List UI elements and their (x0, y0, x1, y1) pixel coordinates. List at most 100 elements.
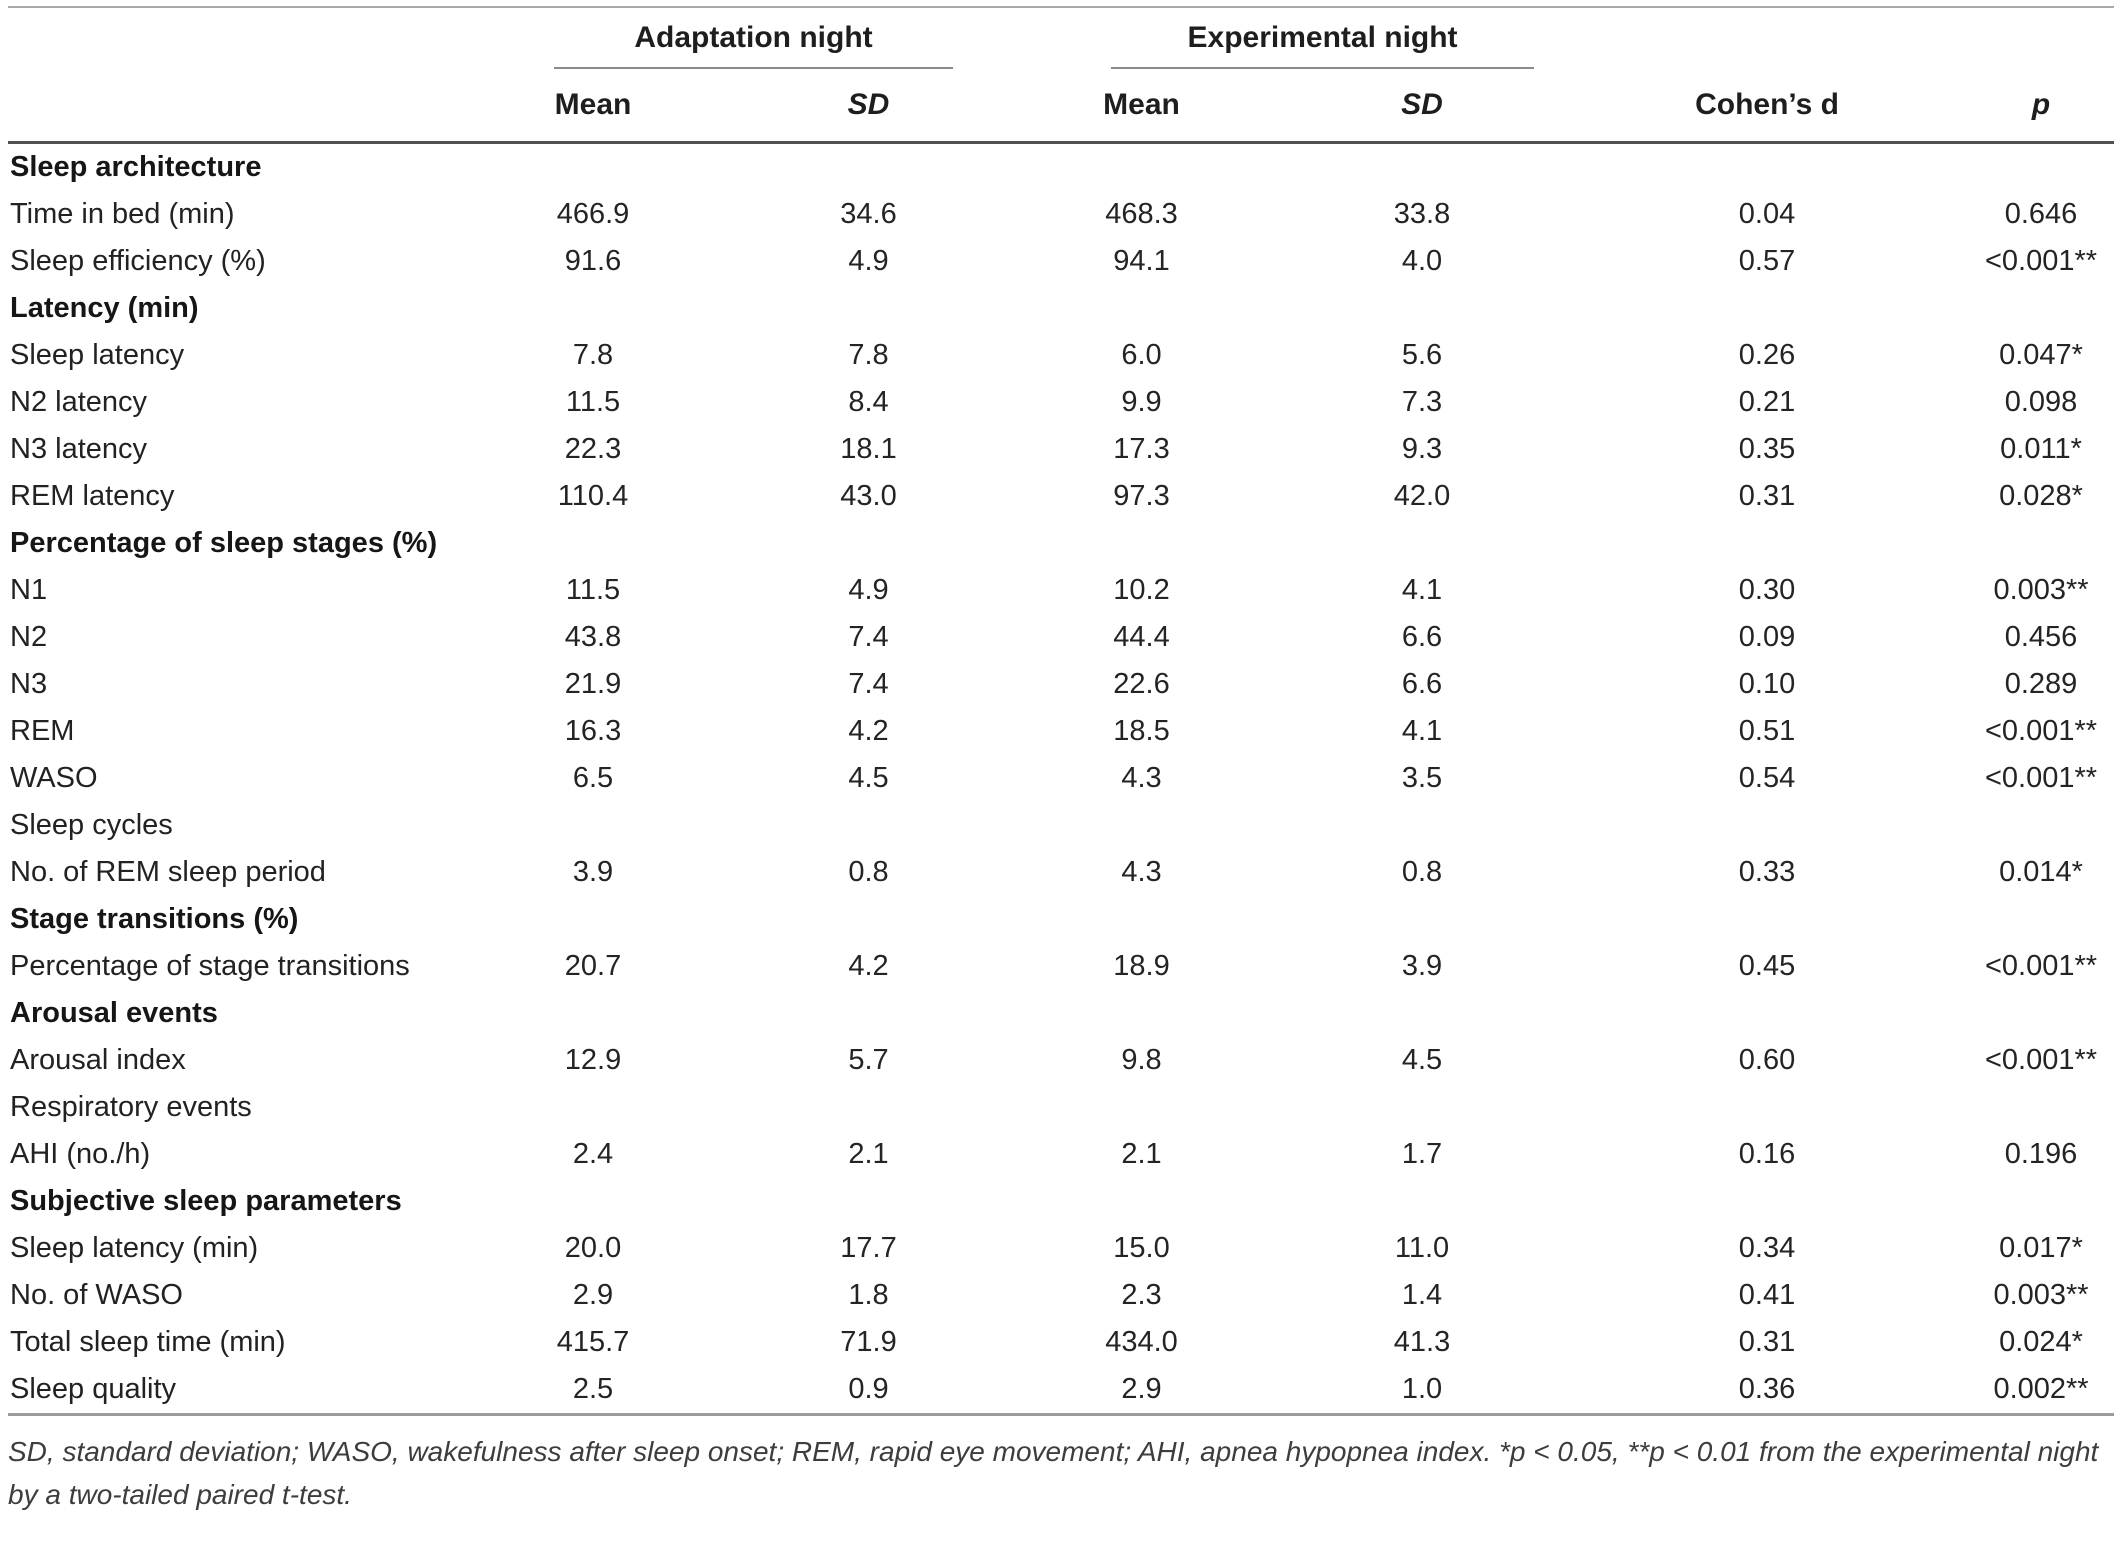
value-cell: 17.3 (1113, 433, 1170, 465)
value-cell: 5.7 (848, 1044, 889, 1076)
row-label: Respiratory events (10, 1091, 252, 1123)
value-cell (1278, 285, 1566, 332)
value-cell (1968, 1178, 2114, 1225)
value-cell: 0.04 (1738, 198, 1796, 230)
value-cell: 0.047* (1999, 339, 2083, 371)
value-cell: 0.45 (1738, 950, 1796, 982)
value-cell: 4.1 (1401, 574, 1443, 606)
value-cell: 3.9 (572, 856, 614, 888)
value-cell: 6.6 (1401, 668, 1443, 700)
value-cell: 9.9 (1121, 386, 1162, 418)
value-cell: 18.5 (1113, 715, 1170, 747)
table-row: Sleep latency (min) 20.0 17.7 15.0 11.0 0.34 0… (8, 1225, 2114, 1272)
row-label: Sleep cycles (10, 809, 173, 841)
value-cell: 0.017* (1999, 1232, 2083, 1264)
value-cell: 4.5 (848, 762, 889, 794)
value-cell: 4.2 (848, 715, 889, 747)
value-cell: <0.001** (1984, 950, 2098, 982)
column-header-row: Mean SD Mean SD Cohen’s d p (8, 69, 2115, 144)
value-cell: 0.34 (1738, 1232, 1796, 1264)
value-cell: 2.9 (572, 1279, 614, 1311)
value-cell: 0.36 (1738, 1373, 1796, 1405)
empty-header-cell (1968, 7, 2114, 69)
value-cell: 4.3 (1121, 762, 1162, 794)
value-cell (454, 990, 732, 1037)
row-label: Percentage of stage transitions (10, 950, 410, 982)
value-cell: 22.3 (564, 433, 622, 465)
table-body: Sleep architecture Time in bed (min) 466.9… (8, 143, 2114, 1415)
value-cell: 21.9 (564, 668, 622, 700)
value-cell: 7.8 (572, 339, 614, 371)
value-cell (1005, 1084, 1278, 1131)
row-label: Arousal index (10, 1044, 186, 1076)
value-cell: 434.0 (1105, 1326, 1178, 1358)
value-cell (454, 1084, 732, 1131)
value-cell: 0.003** (1993, 1279, 2089, 1311)
value-cell: 41.3 (1393, 1326, 1451, 1358)
row-label: Sleep efficiency (%) (10, 245, 266, 277)
value-cell: 2.3 (1121, 1279, 1162, 1311)
value-cell: 1.0 (1401, 1373, 1443, 1405)
value-cell (1968, 802, 2114, 849)
value-cell (1005, 896, 1278, 943)
header-cohens-d: Cohen’s d (1566, 69, 1969, 144)
row-label: Percentage of sleep stages (%) (10, 527, 438, 559)
value-cell: 0.51 (1738, 715, 1796, 747)
table-row: N3 21.9 7.4 22.6 6.6 0.10 0.289 (8, 661, 2114, 708)
value-cell: 7.4 (848, 668, 889, 700)
value-cell: 0.002** (1993, 1373, 2089, 1405)
value-cell: <0.001** (1984, 715, 2098, 747)
value-cell: 0.028* (1999, 480, 2083, 512)
table-row: Total sleep time (min) 415.7 71.9 434.0 41.3… (8, 1319, 2114, 1366)
value-cell (1005, 1178, 1278, 1225)
header-sd-adaptation: SD (732, 69, 1006, 144)
table-row: No. of WASO 2.9 1.8 2.3 1.4 0.41 0.003** (8, 1272, 2114, 1319)
value-cell: 2.1 (848, 1138, 889, 1170)
value-cell: 0.31 (1738, 480, 1796, 512)
value-cell (732, 896, 1005, 943)
value-cell: 11.0 (1394, 1232, 1450, 1264)
value-cell: 7.8 (848, 339, 889, 371)
row-label: Time in bed (min) (10, 198, 235, 230)
section-row: Subjective sleep parameters (8, 1178, 2114, 1225)
row-label: WASO (10, 762, 98, 794)
table-row: Sleep quality 2.5 0.9 2.9 1.0 0.36 0.002** (8, 1366, 2114, 1415)
value-cell (1566, 802, 1968, 849)
value-cell: 0.33 (1738, 856, 1796, 888)
value-cell: 0.8 (1401, 856, 1443, 888)
value-cell: 468.3 (1105, 198, 1178, 230)
value-cell (1278, 802, 1566, 849)
section-row: Latency (min) (8, 285, 2114, 332)
value-cell: 4.5 (1401, 1044, 1443, 1076)
row-label: Stage transitions (%) (10, 903, 299, 935)
value-cell (1566, 1178, 1968, 1225)
value-cell: 18.1 (840, 433, 897, 465)
value-cell: 0.098 (2004, 386, 2078, 418)
value-cell (1968, 896, 2114, 943)
value-cell (732, 802, 1005, 849)
value-cell (1566, 285, 1968, 332)
value-cell (1968, 520, 2114, 567)
row-label: Sleep architecture (10, 151, 262, 183)
value-cell: <0.001** (1984, 1044, 2098, 1076)
value-cell: 8.4 (848, 386, 889, 418)
empty-header-cell (8, 7, 454, 69)
value-cell: 1.8 (848, 1279, 889, 1311)
value-cell: 0.024* (1999, 1326, 2083, 1358)
table-row: N2 43.8 7.4 44.4 6.6 0.09 0.456 (8, 614, 2114, 661)
value-cell: <0.001** (1984, 245, 2098, 277)
value-cell: 22.6 (1113, 668, 1170, 700)
value-cell: 7.3 (1401, 386, 1443, 418)
header-mean-adaptation: Mean (454, 69, 732, 144)
row-label: Latency (min) (10, 292, 199, 324)
row-label: N3 (10, 668, 48, 700)
value-cell (1278, 896, 1566, 943)
value-cell: 43.8 (564, 621, 622, 653)
row-label: Sleep latency (min) (10, 1232, 259, 1264)
value-cell (1566, 143, 1968, 192)
row-label: AHI (no./h) (10, 1138, 151, 1170)
row-label: N3 latency (10, 433, 148, 465)
value-cell: 0.60 (1738, 1044, 1796, 1076)
value-cell: 12.9 (564, 1044, 622, 1076)
value-cell (1566, 1084, 1968, 1131)
